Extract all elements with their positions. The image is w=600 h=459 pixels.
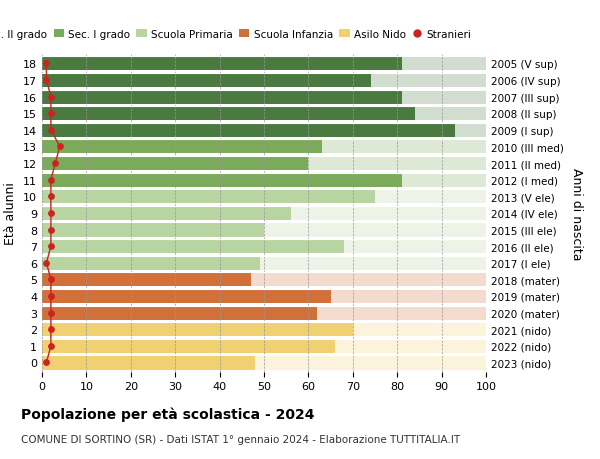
Bar xyxy=(42,323,486,336)
Bar xyxy=(42,223,264,237)
Point xyxy=(46,309,56,317)
Bar xyxy=(42,306,317,320)
Bar xyxy=(42,289,331,303)
Bar xyxy=(42,57,401,71)
Point xyxy=(50,160,60,168)
Point xyxy=(41,259,51,267)
Bar xyxy=(42,273,251,287)
Y-axis label: Anni di nascita: Anni di nascita xyxy=(570,167,583,260)
Bar xyxy=(42,140,322,154)
Bar xyxy=(42,157,308,171)
Bar xyxy=(42,140,486,154)
Point xyxy=(46,210,56,217)
Bar xyxy=(42,240,486,254)
Bar xyxy=(42,339,486,353)
Point xyxy=(46,293,56,300)
Point xyxy=(46,243,56,250)
Point xyxy=(46,226,56,234)
Bar xyxy=(42,190,375,204)
Point xyxy=(46,110,56,118)
Bar xyxy=(42,256,486,270)
Bar xyxy=(42,74,371,88)
Bar xyxy=(42,90,486,104)
Point xyxy=(46,193,56,201)
Bar xyxy=(42,323,353,336)
Bar xyxy=(42,173,401,187)
Point xyxy=(41,61,51,68)
Bar xyxy=(42,90,401,104)
Bar xyxy=(42,207,290,220)
Bar xyxy=(42,356,486,369)
Text: Popolazione per età scolastica - 2024: Popolazione per età scolastica - 2024 xyxy=(21,406,314,421)
Point xyxy=(46,177,56,184)
Bar xyxy=(42,289,486,303)
Bar xyxy=(42,157,486,171)
Point xyxy=(46,326,56,333)
Bar xyxy=(42,223,486,237)
Bar xyxy=(42,273,486,287)
Bar xyxy=(42,123,486,138)
Point xyxy=(46,94,56,101)
Y-axis label: Età alunni: Età alunni xyxy=(4,182,17,245)
Bar xyxy=(42,306,486,320)
Bar xyxy=(42,339,335,353)
Point xyxy=(46,342,56,350)
Legend: Sec. II grado, Sec. I grado, Scuola Primaria, Scuola Infanzia, Asilo Nido, Stran: Sec. II grado, Sec. I grado, Scuola Prim… xyxy=(0,25,476,44)
Bar xyxy=(42,123,455,138)
Bar xyxy=(42,173,486,187)
Bar xyxy=(42,256,260,270)
Bar xyxy=(42,207,486,220)
Point xyxy=(41,77,51,84)
Point xyxy=(55,143,65,151)
Bar xyxy=(42,57,486,71)
Bar xyxy=(42,190,486,204)
Text: COMUNE DI SORTINO (SR) - Dati ISTAT 1° gennaio 2024 - Elaborazione TUTTITALIA.IT: COMUNE DI SORTINO (SR) - Dati ISTAT 1° g… xyxy=(21,434,460,444)
Point xyxy=(41,359,51,366)
Bar xyxy=(42,107,486,121)
Bar xyxy=(42,356,255,369)
Point xyxy=(46,276,56,284)
Point xyxy=(46,127,56,134)
Bar xyxy=(42,240,344,254)
Bar xyxy=(42,107,415,121)
Bar xyxy=(42,74,486,88)
